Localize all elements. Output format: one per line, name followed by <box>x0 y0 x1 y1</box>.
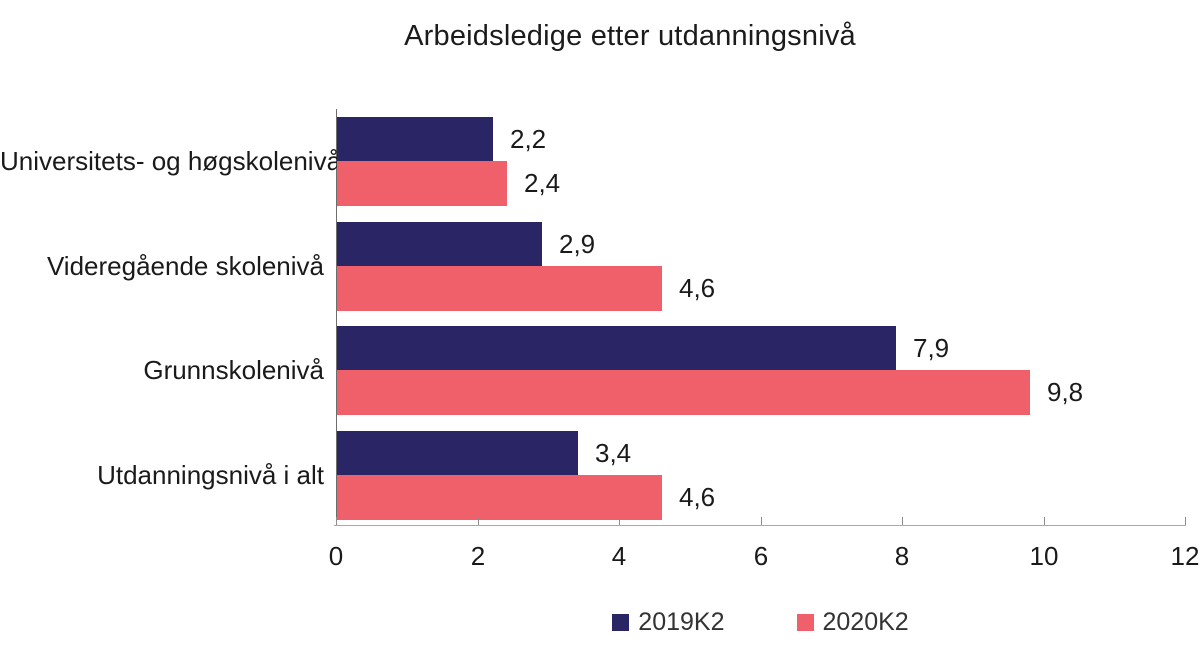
bar-2019K2 <box>337 117 493 161</box>
x-axis-tick-label: 12 <box>1170 541 1200 571</box>
category-label: Videregående skolenivå <box>46 251 324 281</box>
x-axis-tick <box>336 517 337 525</box>
chart-title: Arbeidsledige etter utdanningsnivå <box>404 20 856 52</box>
x-axis-tick-label: 4 <box>611 541 627 571</box>
category-label: Universitets- og høgskolenivå <box>0 146 342 176</box>
bar-value-label: 9,8 <box>1047 377 1084 407</box>
bar-value-label: 2,4 <box>524 168 561 198</box>
legend-item-2020K2: 2020K2 <box>796 608 909 637</box>
x-axis-tick-label: 8 <box>894 541 910 571</box>
x-axis-tick <box>902 517 903 525</box>
x-axis-tick <box>478 517 479 525</box>
x-axis-tick-label: 10 <box>1029 541 1059 571</box>
bar-2020K2 <box>337 475 662 520</box>
legend-swatch-2019K2 <box>612 614 630 631</box>
y-axis-line <box>336 109 337 525</box>
bar-value-label: 2,2 <box>510 124 547 154</box>
x-axis-tick-label: 2 <box>470 541 486 571</box>
bar-value-label: 3,4 <box>595 438 632 468</box>
bar-2019K2 <box>337 326 896 370</box>
x-axis-tick <box>761 517 762 525</box>
legend-item-2019K2: 2019K2 <box>612 608 725 637</box>
bar-2020K2 <box>337 370 1030 415</box>
x-axis-tick-label: 6 <box>753 541 769 571</box>
bar-value-label: 4,6 <box>679 273 716 303</box>
category-label: Grunnskolenivå <box>143 355 324 385</box>
legend-swatch-2020K2 <box>796 614 814 631</box>
bar-value-label: 7,9 <box>913 333 950 363</box>
legend-label-2020K2: 2020K2 <box>822 608 909 636</box>
bar-value-label: 2,9 <box>559 229 596 259</box>
x-axis-tick <box>1044 517 1045 525</box>
legend-label-2019K2: 2019K2 <box>638 608 725 636</box>
x-axis-tick <box>619 517 620 525</box>
bar-2019K2 <box>337 222 542 266</box>
category-label: Utdanningsnivå i alt <box>97 460 324 490</box>
x-axis-tick <box>1185 517 1186 525</box>
bar-2020K2 <box>337 161 507 206</box>
bar-value-label: 4,6 <box>679 482 716 512</box>
x-axis-tick-label: 0 <box>328 541 344 571</box>
x-axis-line <box>334 525 1186 526</box>
bar-2020K2 <box>337 266 662 311</box>
bar-2019K2 <box>337 431 578 475</box>
chart-legend: 2019K2 2020K2 <box>336 608 1185 637</box>
